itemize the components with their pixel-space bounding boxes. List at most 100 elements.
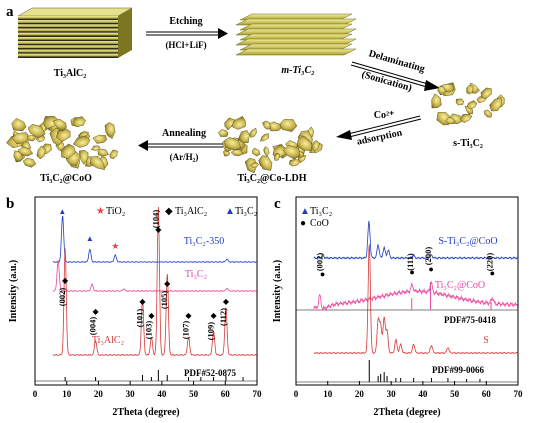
series-line xyxy=(52,215,257,264)
x-tick-label: 40 xyxy=(418,389,428,399)
peak-label: (107) xyxy=(181,321,191,340)
s-ti3c2-flakes xyxy=(431,82,505,126)
x-tick-label: 10 xyxy=(62,389,72,399)
m-ti3c2-label: m-Ti₃C₂ xyxy=(281,65,314,76)
ti3alc2-block xyxy=(17,7,133,58)
co2-label: Co²⁺ xyxy=(374,110,395,121)
peak-label: (105) xyxy=(159,291,169,310)
x-tick-label: 70 xyxy=(514,389,524,399)
peak-label: (104) xyxy=(150,210,160,229)
legend-label: CoO xyxy=(310,218,329,229)
panel-a: a Ti₃AlC₂ Etching (HCl+LiF) m-Ti₃C₂ Dela… xyxy=(6,4,505,184)
x-tick-label: 10 xyxy=(323,389,333,399)
panel-b-label: b xyxy=(6,196,14,212)
annealing-label: Annealing xyxy=(162,128,206,139)
m-ti3c2-stack xyxy=(235,13,357,56)
peak-marker: ◆ xyxy=(139,297,146,306)
plot-b-frame xyxy=(34,196,258,386)
plot-c-xlabel: 2Theta (degree) xyxy=(373,407,440,418)
ti3alc2-label: Ti₃AlC₂ xyxy=(54,68,87,79)
annealing-condition: (Ar/H₂) xyxy=(170,152,199,162)
reference-label: PDF#52-0875 xyxy=(184,368,236,378)
legend-marker: ◆ xyxy=(165,206,173,217)
x-tick-label: 50 xyxy=(450,389,460,399)
x-tick-label: 20 xyxy=(355,389,365,399)
coo-flakes xyxy=(6,116,118,170)
ldh-label: Ti₃C₂@Co-LDH xyxy=(237,173,306,184)
series-line xyxy=(313,244,518,355)
plot-c-ylabel: Intensity (a.u.) xyxy=(272,260,283,323)
legend-label: Ti₃C₂ xyxy=(235,206,257,217)
peak-label: (002) xyxy=(57,288,67,307)
x-tick-label: 60 xyxy=(221,389,231,399)
peak-marker: ● xyxy=(490,268,495,278)
legend-marker: ● xyxy=(300,218,306,229)
panel-c-label: c xyxy=(274,196,281,212)
peak-marker: ◆ xyxy=(92,307,99,316)
series-label: Ti₃C₂ xyxy=(185,269,207,280)
plot-b-ylabel: Intensity (a.u.) xyxy=(8,260,19,323)
x-tick-label: 0 xyxy=(294,389,299,399)
peak-marker: ◆ xyxy=(210,311,217,320)
x-tick-label: 20 xyxy=(94,389,104,399)
series-label: Ti₃C₂-350 xyxy=(184,236,225,247)
peak-label: (112) xyxy=(218,308,228,326)
x-tick-label: 60 xyxy=(482,389,492,399)
legend-label: Ti₃C₂ xyxy=(310,206,332,217)
series-label: S xyxy=(483,335,489,346)
coo-label: Ti₃C₂@CoO xyxy=(40,173,92,184)
plot-c-area: 0 10 20 30 40 50 60 70 S-Ti₃C₂@CoO Ti₃C₂@CoO S PDF#… xyxy=(294,206,523,399)
peak-label: (111) xyxy=(405,253,415,271)
peak-marker: ● xyxy=(409,267,414,277)
peak-marker: ◆ xyxy=(223,297,230,306)
panel-b: b 0 10 20 30 40 50 60 70 Ti₃C₂-350 Ti₃C₂ Ti₃AlC₂ PD… xyxy=(6,196,262,418)
peak-marker: ▲ xyxy=(58,207,66,216)
peak-marker: ▲ xyxy=(86,234,94,243)
peak-label: (101) xyxy=(135,309,145,328)
adsorption-arrow xyxy=(336,115,422,140)
peak-marker: ◆ xyxy=(155,225,162,234)
peak-marker: ◆ xyxy=(185,311,192,320)
ldh-flakes xyxy=(218,116,323,174)
x-tick-label: 30 xyxy=(126,389,136,399)
peak-label: (004) xyxy=(88,317,98,336)
series-label: Ti₃AlC₂ xyxy=(92,335,124,346)
reference-label: PDF#75-0418 xyxy=(444,315,496,325)
series-line xyxy=(313,280,519,312)
peak-marker: ◆ xyxy=(62,276,69,285)
series-line xyxy=(313,220,519,260)
s-ti3c2-label: s-Ti₃C₂ xyxy=(453,138,483,149)
delaminating-arrow xyxy=(350,61,440,91)
peak-marker: ● xyxy=(320,269,325,279)
plot-c-frame xyxy=(295,196,519,386)
peak-label: (002) xyxy=(315,253,325,272)
plot-b-xlabel: 2Theta (degree) xyxy=(112,407,179,418)
x-tick-label: 70 xyxy=(253,389,263,399)
reference-label: PDF#99-0066 xyxy=(432,365,484,375)
legend-marker: ▲ xyxy=(225,206,235,217)
peak-label: (103) xyxy=(143,321,153,340)
peak-label: (200) xyxy=(423,247,433,266)
sonication-label: (Sonication) xyxy=(360,69,413,94)
peak-marker: ★ xyxy=(111,241,119,251)
annealing-arrow xyxy=(138,140,223,151)
legend-label: Ti₃AlC₂ xyxy=(175,206,207,217)
series-line xyxy=(52,206,257,357)
x-tick-label: 0 xyxy=(33,389,38,399)
legend-marker: ★ xyxy=(96,206,105,217)
x-tick-label: 40 xyxy=(157,389,167,399)
peak-marker: ● xyxy=(428,264,433,274)
series-label: Ti₃C₂@CoO xyxy=(435,280,485,291)
x-tick-label: 30 xyxy=(387,389,397,399)
etching-condition: (HCl+LiF) xyxy=(165,40,206,50)
peak-marker: ◆ xyxy=(164,279,171,288)
legend-marker: ▲ xyxy=(300,206,310,217)
series-label: S-Ti₃C₂@CoO xyxy=(438,236,497,247)
plot-b-area: 0 10 20 30 40 50 60 70 Ti₃C₂-350 Ti₃C₂ Ti₃AlC₂ PDF#… xyxy=(33,206,262,399)
etching-arrow xyxy=(146,28,228,39)
series-line xyxy=(52,259,257,293)
etching-label: Etching xyxy=(169,16,202,27)
delaminating-label: Delaminating xyxy=(367,48,426,75)
legend-label: TiO₂ xyxy=(106,206,125,217)
